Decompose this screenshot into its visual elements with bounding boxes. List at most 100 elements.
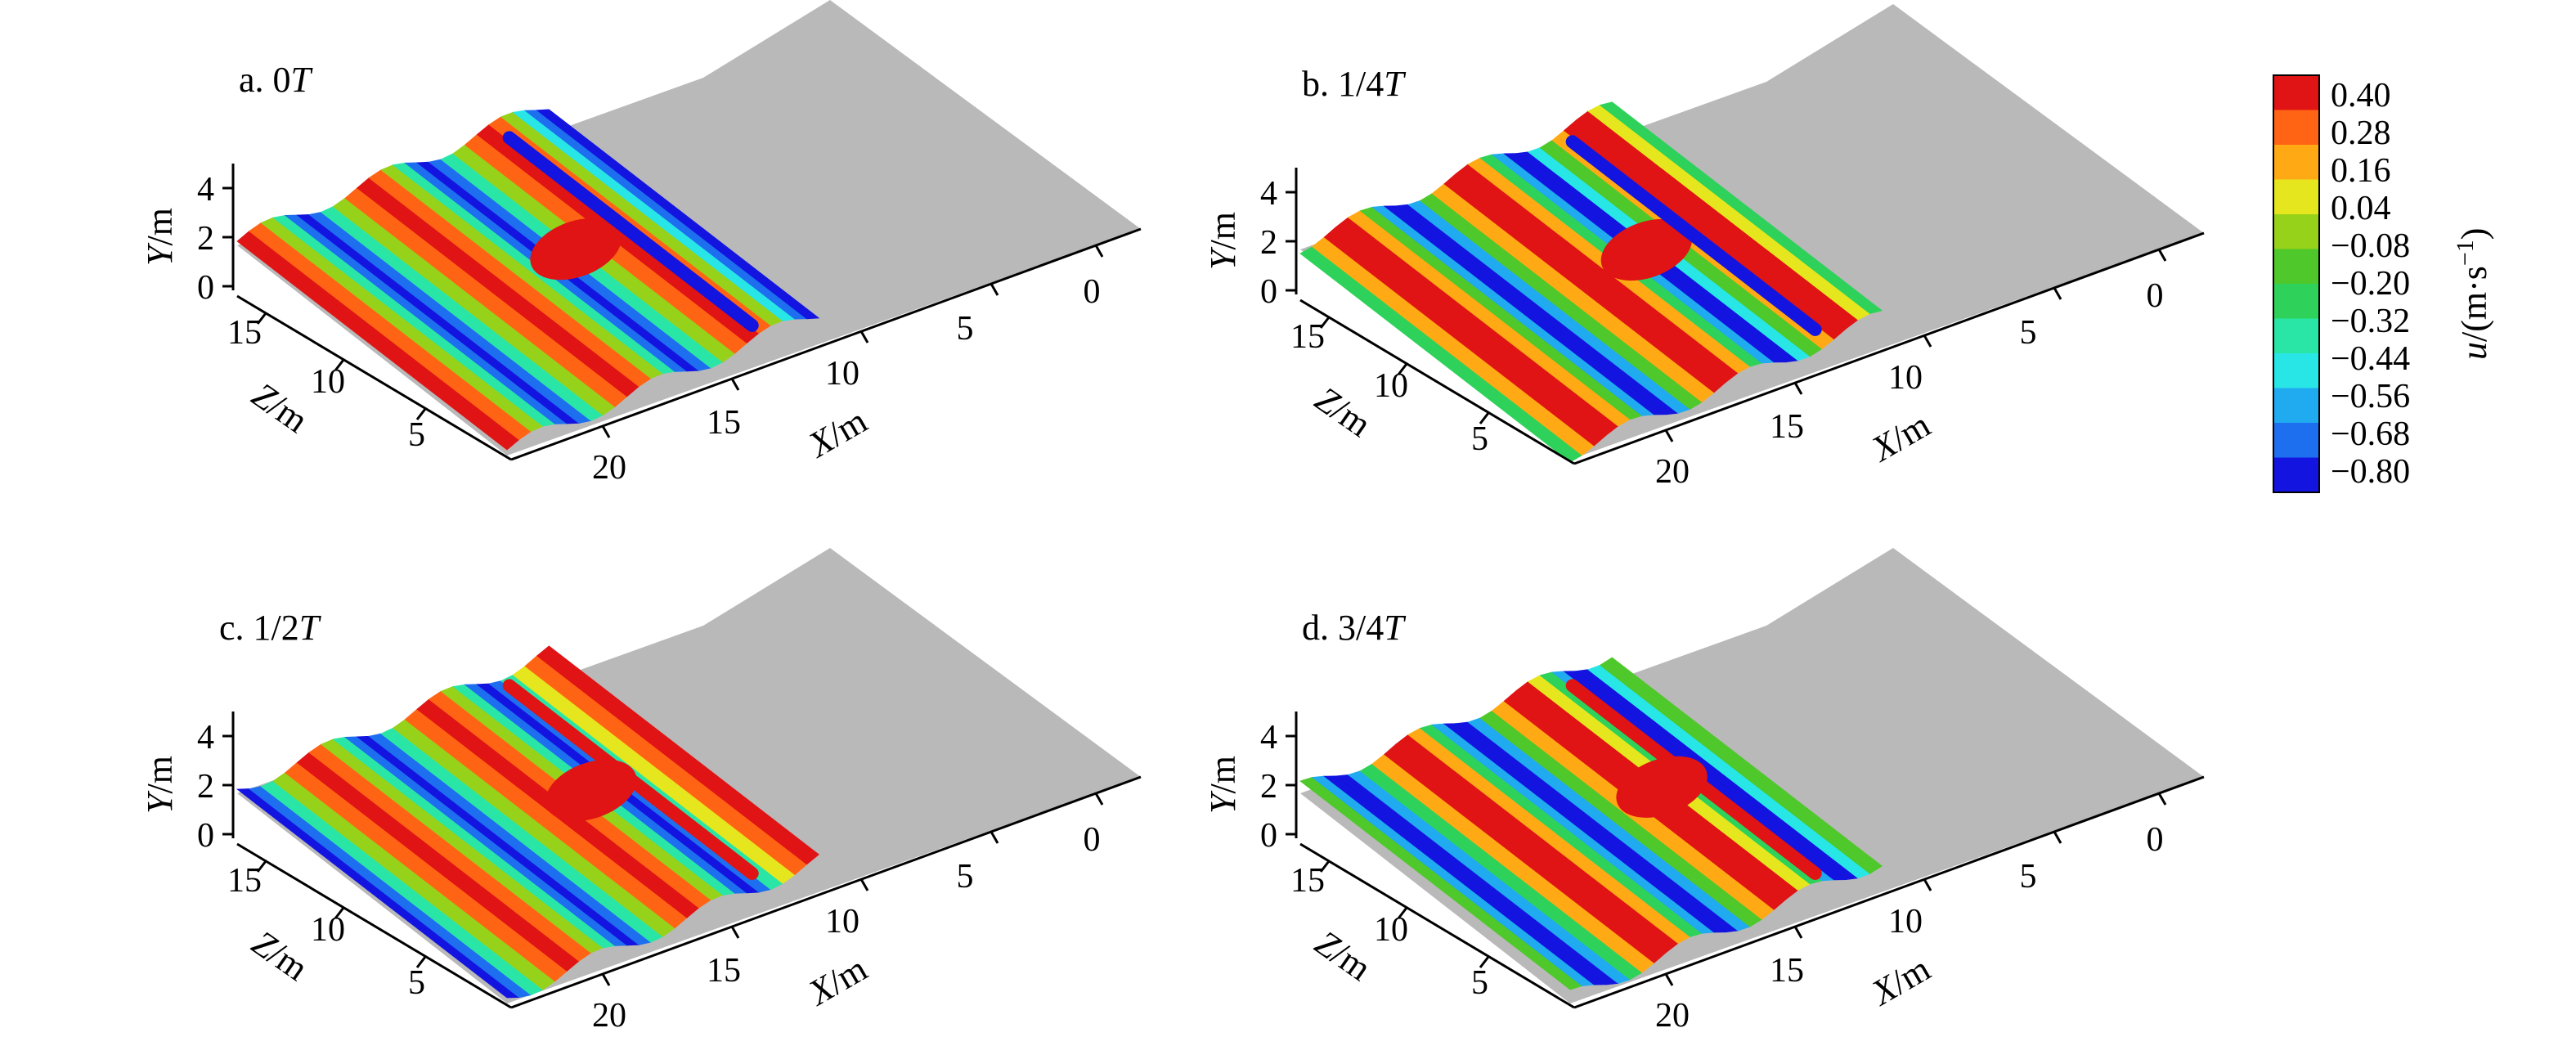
y-tick-label: 4 <box>197 171 214 209</box>
surface-plot-area <box>1299 548 2204 1003</box>
z-axis-line <box>236 842 512 1009</box>
x-axis-line <box>510 775 1142 1009</box>
x-axis: 0 5 10 15 20 X/m <box>510 227 1142 487</box>
surface-plot-area <box>236 0 1141 456</box>
high-velocity-patch <box>545 759 637 822</box>
high-velocity-patch <box>1600 218 1693 281</box>
panel-title: c. 1/2T <box>219 608 322 648</box>
x-tick-label: 15 <box>1770 408 1804 446</box>
z-tick-label: 5 <box>408 416 425 454</box>
surface-band <box>536 109 820 320</box>
y-axis: 4 2 0 Y/m <box>1203 168 1298 311</box>
panel-title: a. 0T <box>239 60 314 100</box>
high-velocity-patch <box>530 218 622 281</box>
y-tick-label: 2 <box>1260 768 1277 806</box>
z-axis: 15 10 5 Z/m <box>1290 299 1575 465</box>
y-tick-label: 4 <box>197 719 214 756</box>
colorbar-swatch <box>2273 423 2319 459</box>
x-tick-label: 15 <box>1770 952 1804 990</box>
x-tick-label: 15 <box>707 952 741 990</box>
x-tick-label: 10 <box>825 903 859 941</box>
y-tick-label: 4 <box>1260 719 1277 756</box>
surface-features <box>502 679 759 880</box>
z-axis-line <box>1299 299 1575 465</box>
x-tick-label: 20 <box>592 449 626 487</box>
velocity-surface <box>236 109 820 451</box>
colorbar-tick-label: 0.04 <box>2331 190 2391 227</box>
panel-a: a. 0T 4 2 0 Y/m 15 10 5 Z/m <box>140 0 1142 487</box>
x-tick-label: 10 <box>825 355 859 393</box>
velocity-surface <box>236 645 819 999</box>
breakwater-jet <box>1565 679 1822 880</box>
panel-d: d. 3/4T 4 2 0 Y/m 15 10 5 Z/m <box>1203 548 2205 1035</box>
y-axis: 4 2 0 Y/m <box>140 164 235 307</box>
y-tick-label: 2 <box>197 768 214 806</box>
x-axis-label: X/m <box>1864 949 1937 1014</box>
panel-c: c. 1/2T 4 2 0 Y/m 15 10 5 Z/m <box>140 548 1142 1035</box>
z-axis-line <box>236 294 512 461</box>
x-tick-label: 20 <box>592 997 626 1035</box>
x-tick-label: 5 <box>957 858 974 896</box>
colorbar: 0.40 0.28 0.16 0.04 −0.08 −0.20 −0.32 −0… <box>2273 74 2494 493</box>
colorbar-tick-label: −0.80 <box>2331 453 2410 491</box>
y-axis: 4 2 0 Y/m <box>1203 712 1298 855</box>
y-tick-label: 4 <box>1260 175 1277 213</box>
y-axis-label: Y/m <box>1203 756 1243 814</box>
colorbar-swatch <box>2273 457 2319 493</box>
y-tick-label: 2 <box>1260 224 1277 262</box>
colorbar-swatch <box>2273 179 2319 215</box>
z-tick-label: 10 <box>311 911 345 949</box>
colorbar-frame <box>2273 74 2320 493</box>
y-tick-label: 0 <box>197 269 214 307</box>
surface-features <box>502 131 759 332</box>
colorbar-swatches <box>2273 75 2319 493</box>
surface-band <box>536 645 819 865</box>
colorbar-tick-label: −0.08 <box>2331 227 2410 265</box>
y-axis-label: Y/m <box>140 756 180 814</box>
z-tick-label: 10 <box>1374 911 1408 949</box>
colorbar-swatch <box>2273 214 2319 250</box>
x-tick-label: 0 <box>2147 821 2164 859</box>
z-tick-label: 5 <box>1471 420 1488 458</box>
x-tick-label: 20 <box>1655 453 1690 491</box>
colorbar-tick-label: 0.40 <box>2331 77 2391 114</box>
panel-title: d. 3/4T <box>1302 608 1407 648</box>
colorbar-ticks: 0.40 0.28 0.16 0.04 −0.08 −0.20 −0.32 −0… <box>2331 77 2410 491</box>
velocity-surface <box>1299 657 1883 990</box>
surface-plot-area <box>1299 4 2204 463</box>
x-axis-line <box>1573 775 2205 1009</box>
colorbar-swatch <box>2273 284 2319 320</box>
x-tick-label: 10 <box>1888 903 1923 941</box>
z-tick-label: 15 <box>1290 862 1325 900</box>
z-tick-label: 15 <box>227 314 262 352</box>
z-tick-label: 10 <box>311 363 345 401</box>
panel-title: b. 1/4T <box>1302 64 1407 104</box>
y-tick-label: 0 <box>1260 817 1277 855</box>
breakwater-jet <box>502 679 759 880</box>
panel-b: b. 1/4T 4 2 0 Y/m 15 10 5 Z/m <box>1203 4 2205 491</box>
colorbar-tick-label: −0.68 <box>2331 415 2410 453</box>
colorbar-swatch <box>2273 75 2319 111</box>
x-axis-label: X/m <box>801 949 874 1014</box>
z-tick-label: 15 <box>1290 318 1325 356</box>
z-tick-label: 10 <box>1374 367 1408 405</box>
surface-band <box>1599 657 1883 874</box>
colorbar-swatch <box>2273 318 2319 354</box>
x-tick-label: 5 <box>2020 314 2037 352</box>
z-axis-label: Z/m <box>245 375 315 441</box>
colorbar-label: u/(m·s−1) <box>2452 228 2494 360</box>
colorbar-tick-label: −0.32 <box>2331 303 2410 340</box>
colorbar-swatch <box>2273 249 2319 285</box>
y-tick-label: 2 <box>197 220 214 258</box>
surface-band <box>1599 101 1883 314</box>
z-axis-label: Z/m <box>1308 379 1378 445</box>
x-tick-label: 0 <box>1084 821 1101 859</box>
colorbar-swatch <box>2273 353 2319 389</box>
colorbar-tick-label: −0.56 <box>2331 378 2410 415</box>
surface-features <box>1565 135 1822 336</box>
y-tick-label: 0 <box>1260 273 1277 311</box>
colorbar-tick-label: 0.28 <box>2331 114 2391 152</box>
z-tick-label: 5 <box>408 964 425 1002</box>
x-axis-label: X/m <box>801 401 874 466</box>
